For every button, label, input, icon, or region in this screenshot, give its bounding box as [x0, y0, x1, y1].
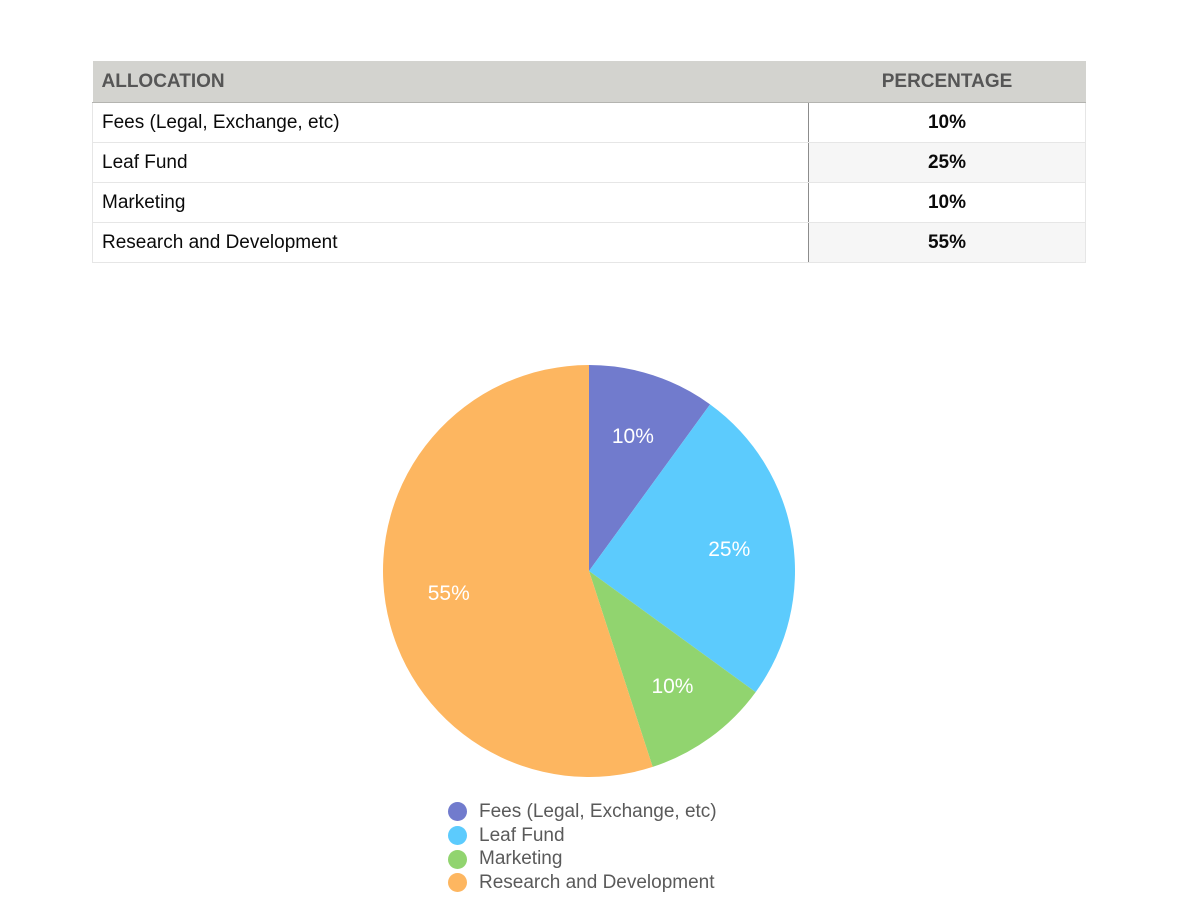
pie-slice-research-and-development [383, 365, 653, 777]
legend-swatch [448, 873, 467, 893]
table-row: Fees (Legal, Exchange, etc) 10% [92, 102, 1086, 143]
legend-label: Fees (Legal, Exchange, etc) [479, 800, 717, 822]
allocation-name-cell: Leaf Fund [92, 142, 809, 183]
legend-label: Research and Development [479, 871, 715, 893]
legend-item-marketing: Marketing [448, 847, 717, 871]
pie-slice-fees-legal-exchange-etc [589, 365, 711, 571]
column-header-percentage: PERCENTAGE [808, 61, 1086, 103]
allocation-name-cell: Research and Development [92, 222, 809, 263]
allocation-name-cell: Fees (Legal, Exchange, etc) [92, 102, 809, 143]
pie-slice-leaf-fund [589, 404, 795, 693]
pie-data-label-leaf-fund: 25% [708, 538, 750, 561]
table-row: Leaf Fund 25% [92, 142, 1086, 183]
legend-item-research-and-development: Research and Development [448, 871, 717, 895]
column-header-allocation: ALLOCATION [92, 61, 809, 103]
legend-label: Leaf Fund [479, 824, 565, 846]
pie-data-label-research-and-development: 55% [428, 582, 470, 605]
chart-legend: Fees (Legal, Exchange, etc) Leaf Fund Mark… [448, 800, 717, 895]
table-header-row: ALLOCATION PERCENTAGE [92, 61, 1086, 103]
table-row: Marketing 10% [92, 182, 1086, 223]
legend-swatch [448, 802, 467, 822]
pie-slice-marketing [589, 571, 756, 767]
pie-data-label-fees-legal-exchange-etc: 10% [612, 425, 654, 448]
allocation-name-cell: Marketing [92, 182, 809, 223]
legend-swatch [448, 849, 467, 869]
allocation-percentage-cell: 25% [808, 142, 1086, 183]
pie-data-label-marketing: 10% [651, 675, 693, 698]
legend-swatch [448, 826, 467, 846]
allocation-percentage-cell: 10% [808, 182, 1086, 223]
allocation-table: ALLOCATION PERCENTAGE Fees (Legal, Excha… [92, 61, 1086, 263]
allocation-percentage-cell: 10% [808, 102, 1086, 143]
legend-label: Marketing [479, 848, 563, 870]
legend-item-leaf-fund: Leaf Fund [448, 824, 717, 848]
legend-item-fees-legal-exchange-etc: Fees (Legal, Exchange, etc) [448, 800, 717, 824]
allocation-percentage-cell: 55% [808, 222, 1086, 263]
table-row: Research and Development 55% [92, 222, 1086, 263]
